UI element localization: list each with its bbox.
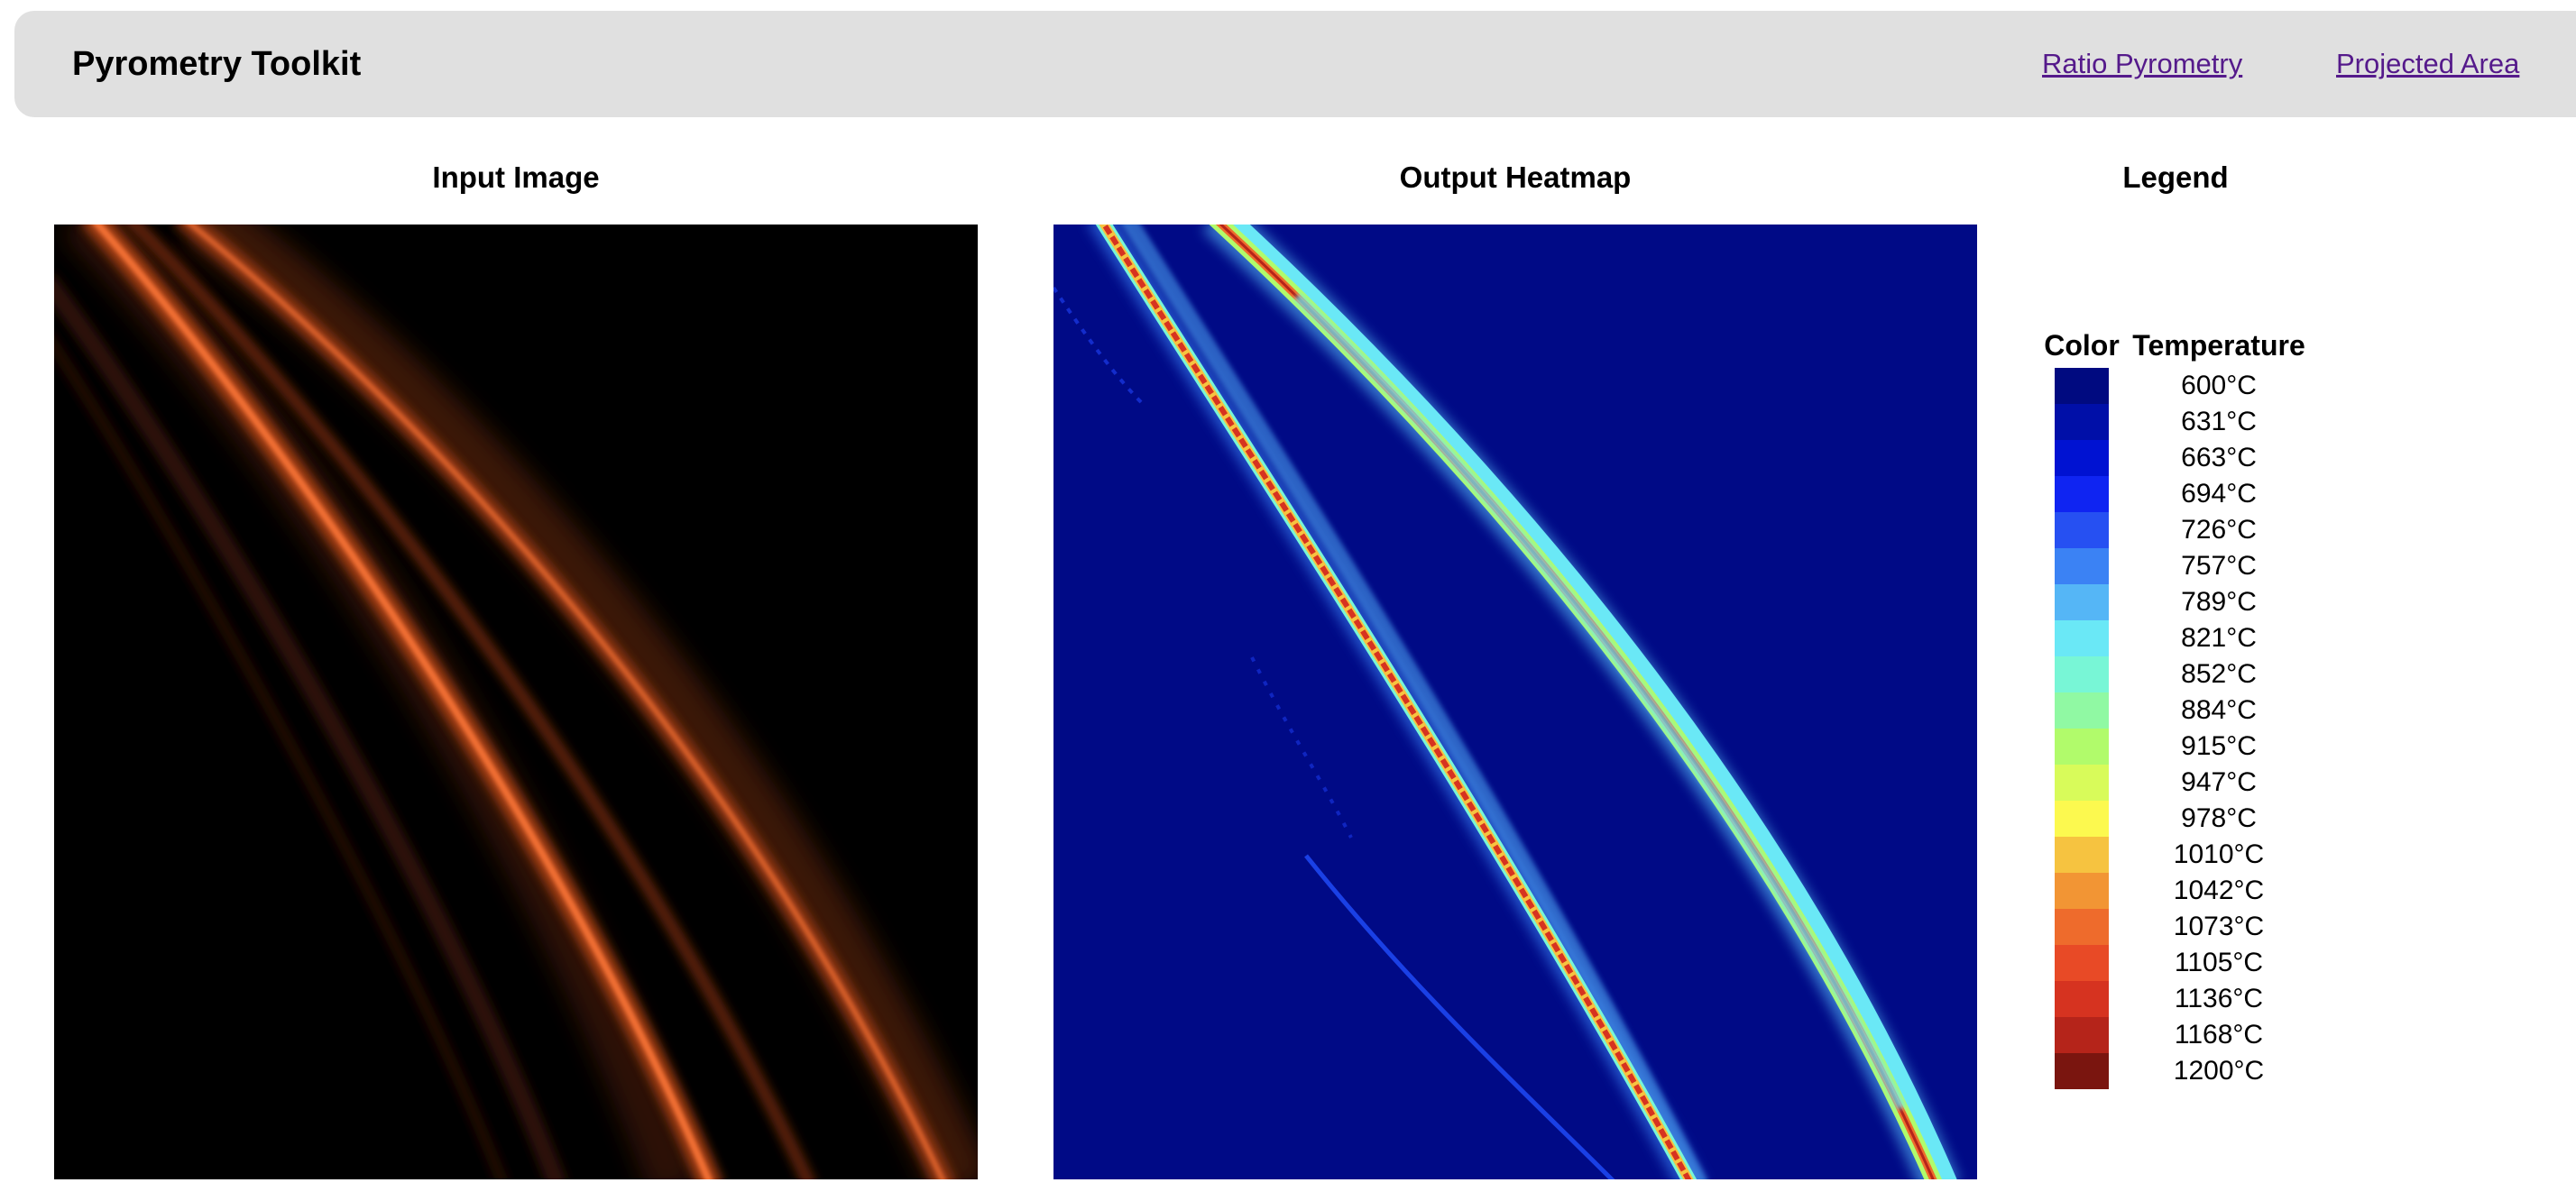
legend-color-swatch (2055, 1053, 2109, 1089)
legend-row: 1042°C (2035, 873, 2309, 909)
legend-color-swatch (2055, 909, 2109, 945)
legend-temperature: 1073°C (2173, 912, 2265, 941)
legend-swatch-cell (2035, 584, 2129, 620)
legend-row: 821°C (2035, 620, 2309, 656)
legend-temperature: 915°C (2181, 731, 2257, 761)
input-image-graphic (54, 225, 978, 1179)
legend-row: 663°C (2035, 440, 2309, 476)
legend-header-color: Color (2044, 328, 2120, 362)
legend-row: 915°C (2035, 729, 2309, 765)
legend-temperature: 1136°C (2174, 984, 2264, 1013)
legend-swatch-cell (2035, 512, 2129, 548)
legend-swatch-cell (2035, 1017, 2129, 1053)
legend-header-temperature: Temperature (2132, 328, 2305, 362)
input-image (54, 225, 978, 1179)
legend-color-swatch (2055, 729, 2109, 765)
legend-swatch-cell (2035, 909, 2129, 945)
legend-color-swatch (2055, 476, 2109, 512)
output-heatmap-title: Output Heatmap (1399, 160, 1632, 194)
legend-temperature: 694°C (2181, 479, 2257, 509)
legend-row: 1073°C (2035, 909, 2309, 945)
legend-color-swatch (2055, 765, 2109, 801)
legend-temperature: 631°C (2181, 407, 2257, 436)
legend-temperature: 978°C (2181, 803, 2257, 833)
legend-color-swatch (2055, 512, 2109, 548)
legend-row: 631°C (2035, 404, 2309, 440)
legend-color-swatch (2055, 801, 2109, 837)
legend-swatch-cell (2035, 368, 2129, 404)
legend-row: 1168°C (2035, 1017, 2309, 1053)
legend-row: 726°C (2035, 512, 2309, 548)
nav-link-projected-area[interactable]: Projected Area (2336, 48, 2520, 79)
legend-color-swatch (2055, 945, 2109, 981)
legend-color-swatch (2055, 981, 2109, 1017)
legend-title: Legend (2122, 160, 2229, 194)
legend-color-swatch (2055, 440, 2109, 476)
legend-color-swatch (2055, 620, 2109, 656)
legend-swatch-cell (2035, 765, 2129, 801)
legend-swatch-cell (2035, 404, 2129, 440)
legend-temperature: 884°C (2181, 695, 2257, 725)
legend-row: 1200°C (2035, 1053, 2309, 1089)
legend-color-swatch (2055, 1017, 2109, 1053)
legend-row: 1105°C (2035, 945, 2309, 981)
legend-color-swatch (2055, 548, 2109, 584)
legend-temperature: 600°C (2181, 371, 2257, 400)
legend-swatch-cell (2035, 440, 2129, 476)
legend-row: 884°C (2035, 692, 2309, 729)
legend-swatch-cell (2035, 620, 2129, 656)
legend-swatch-cell (2035, 837, 2129, 873)
legend-temperature: 947°C (2181, 767, 2257, 797)
legend-temperature: 1010°C (2173, 839, 2265, 869)
legend-row: 1136°C (2035, 981, 2309, 1017)
legend-row: 789°C (2035, 584, 2309, 620)
legend-temperature: 852°C (2181, 659, 2257, 689)
legend-temperature: 726°C (2181, 515, 2257, 545)
legend-row: 1010°C (2035, 837, 2309, 873)
legend-table: Color Temperature 600°C 631°C 663°C 694°C 72… (2035, 323, 2309, 1089)
legend-swatch-cell (2035, 873, 2129, 909)
legend-temperature: 1105°C (2174, 948, 2264, 977)
legend-swatch-cell (2035, 729, 2129, 765)
legend-swatch-cell (2035, 692, 2129, 729)
output-heatmap (1053, 225, 1977, 1179)
legend-color-swatch (2055, 368, 2109, 404)
legend-row: 757°C (2035, 548, 2309, 584)
legend-color-swatch (2055, 584, 2109, 620)
nav-link-ratio-pyrometry[interactable]: Ratio Pyrometry (2042, 48, 2243, 79)
legend-color-swatch (2055, 656, 2109, 692)
legend-row: 600°C (2035, 368, 2309, 404)
legend-temperature: 789°C (2181, 587, 2257, 617)
legend-color-swatch (2055, 404, 2109, 440)
legend-color-swatch (2055, 837, 2109, 873)
legend-temperature: 821°C (2181, 623, 2257, 653)
legend-row: 947°C (2035, 765, 2309, 801)
legend-color-swatch (2055, 873, 2109, 909)
legend-row: 978°C (2035, 801, 2309, 837)
legend-temperature: 1168°C (2174, 1020, 2264, 1050)
legend-swatch-cell (2035, 476, 2129, 512)
app-title: Pyrometry Toolkit (72, 45, 362, 83)
legend-swatch-cell (2035, 548, 2129, 584)
output-heatmap-graphic (1053, 225, 1960, 1179)
legend-temperature: 1200°C (2173, 1056, 2265, 1086)
legend-swatch-cell (2035, 1053, 2129, 1089)
legend-swatch-cell (2035, 945, 2129, 981)
legend-temperature: 663°C (2181, 443, 2257, 472)
legend-row: 852°C (2035, 656, 2309, 692)
legend-temperature: 757°C (2181, 551, 2257, 581)
legend-swatch-cell (2035, 656, 2129, 692)
legend-swatch-cell (2035, 801, 2129, 837)
legend-temperature: 1042°C (2173, 876, 2265, 905)
legend-color-swatch (2055, 692, 2109, 729)
legend-swatch-cell (2035, 981, 2129, 1017)
input-image-title: Input Image (432, 160, 600, 194)
legend-row: 694°C (2035, 476, 2309, 512)
navbar: Pyrometry Toolkit Ratio Pyrometry Projec… (14, 11, 2576, 117)
